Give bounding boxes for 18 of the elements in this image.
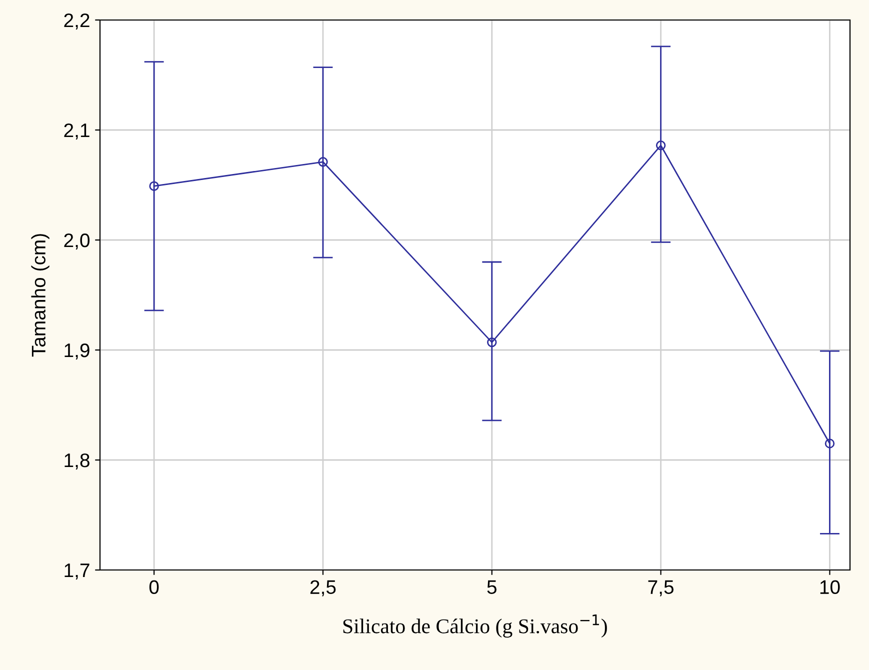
x-tick-label: 7,5 [648,580,674,596]
x-tick-label: 0 [149,580,159,594]
point [149,181,159,191]
y-tick-label: 2,1 [64,123,90,140]
point [656,140,666,150]
x-tick-label: 10 [820,580,840,594]
point [318,157,328,167]
y-tick-label: 1,7 [64,564,90,580]
x-axis-title: Silicato de Cálcio (g Si.vaso$^{−1}$) [343,614,607,638]
y-axis-title: Tamanho (cm) [31,234,50,357]
y-tick-label: 2,2 [64,13,90,30]
x-tick-label: 5 [487,580,496,594]
point [824,438,835,448]
y-tick-label: 2,0 [64,233,90,250]
y-tick-label: 1,9 [64,343,90,360]
y-tick-label: 1,8 [64,453,90,470]
x-tick-label: 2,5 [310,580,336,596]
point [487,337,497,348]
